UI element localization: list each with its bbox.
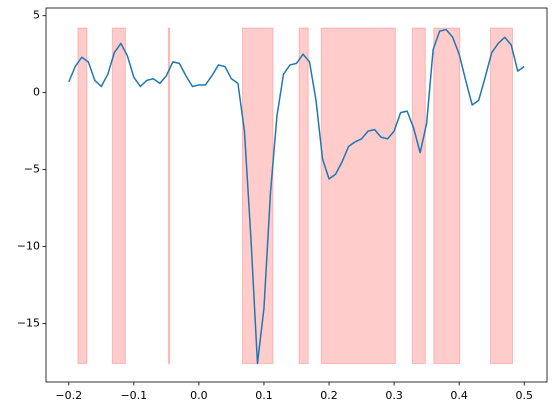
y-tick-label: −10 [17, 240, 40, 253]
x-tick-label: 0.3 [385, 389, 403, 402]
x-tick-label: −0.1 [120, 389, 147, 402]
y-tick-label: −5 [24, 163, 40, 176]
x-tick-label: 0.2 [320, 389, 338, 402]
y-tick-label: 5 [33, 9, 40, 22]
axes-frame [45, 7, 548, 383]
y-tick-label: 0 [33, 86, 40, 99]
x-tick-label: 0.5 [515, 389, 533, 402]
x-tick-label: 0.1 [255, 389, 273, 402]
shaded-span [241, 27, 274, 365]
x-tick-label: 0.4 [450, 389, 468, 402]
shaded-span [111, 27, 126, 365]
shaded-span [433, 27, 461, 365]
shaded-span [489, 27, 514, 365]
y-tick-label: −15 [17, 317, 40, 330]
shaded-span [411, 27, 426, 365]
x-tick-label: −0.2 [55, 389, 82, 402]
shaded-span [167, 27, 171, 365]
shaded-span [77, 27, 88, 365]
data-line [68, 28, 525, 365]
shaded-span [320, 27, 396, 365]
x-tick-label: 0.0 [190, 389, 208, 402]
shaded-span [298, 27, 309, 365]
